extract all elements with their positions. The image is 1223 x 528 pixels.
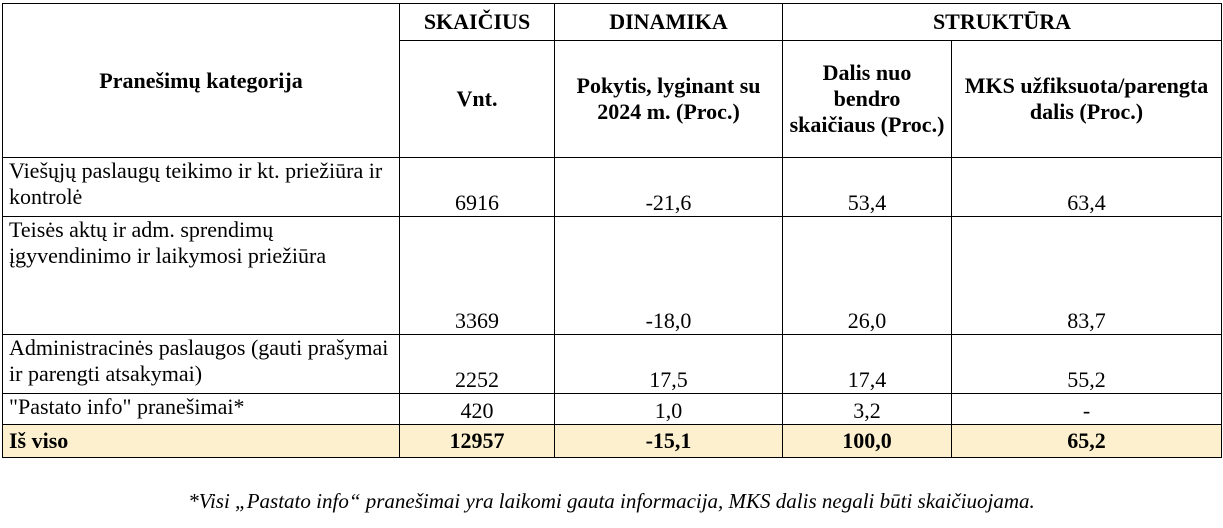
total-label: Iš viso (2, 424, 400, 458)
table-row: Administracinės paslaugos (gauti prašyma… (2, 334, 1223, 394)
row-units: 420 (399, 393, 555, 425)
structure-group-header: STRUKTŪRA (781, 3, 1223, 41)
total-share: 100,0 (782, 424, 952, 458)
row-units: 3369 (399, 216, 555, 335)
units-column-header: Vnt. (399, 40, 555, 158)
row-change: 17,5 (554, 334, 783, 394)
change-column-header: Pokytis, lyginant su 2024 m. (Proc.) (554, 40, 783, 158)
row-category: Viešųjų paslaugų teikimo ir kt. priežiūr… (2, 157, 400, 217)
row-category: "Pastato info" pranešimai* (2, 393, 400, 425)
header-group-row: Pranešimų kategorija SKAIČIUS DINAMIKA S… (2, 3, 1223, 158)
dynamics-group-header: DINAMIKA (554, 3, 783, 41)
row-change: -21,6 (554, 157, 783, 217)
table-row: "Pastato info" pranešimai* 420 1,0 3,2 - (2, 393, 1223, 425)
row-share: 53,4 (782, 157, 952, 217)
row-change: 1,0 (554, 393, 783, 425)
row-change: -18,0 (554, 216, 783, 335)
count-group-header: SKAIČIUS (399, 3, 555, 41)
row-share: 17,4 (782, 334, 952, 394)
row-category: Administracinės paslaugos (gauti prašyma… (2, 334, 400, 394)
report-table: Pranešimų kategorija SKAIČIUS DINAMIKA S… (2, 3, 1223, 458)
row-mks: 63,4 (950, 157, 1223, 217)
row-share: 26,0 (782, 216, 952, 335)
mks-column-header: MKS užfiksuota/parengta dalis (Proc.) (950, 40, 1223, 158)
footnote: *Visi „Pastato info“ pranešimai yra laik… (188, 489, 1035, 513)
table-row: Teisės aktų ir adm. sprendimų įgyvendini… (2, 216, 1223, 335)
row-mks: 55,2 (950, 334, 1223, 394)
table-row: Viešųjų paslaugų teikimo ir kt. priežiūr… (2, 157, 1223, 217)
row-share: 3,2 (782, 393, 952, 425)
total-change: -15,1 (554, 424, 783, 458)
header-column-row: Vnt. Pokytis, lyginant su 2024 m. (Proc.… (3, 40, 1223, 158)
category-column-header: Pranešimų kategorija (2, 3, 400, 158)
row-units: 2252 (399, 334, 555, 394)
share-column-header: Dalis nuo bendro skaičiaus (Proc.) (782, 40, 952, 158)
total-mks: 65,2 (950, 424, 1223, 458)
total-units: 12957 (399, 424, 555, 458)
total-row: Iš viso 12957 -15,1 100,0 65,2 (2, 424, 1223, 458)
row-mks: - (950, 393, 1223, 425)
row-category: Teisės aktų ir adm. sprendimų įgyvendini… (2, 216, 400, 335)
table-header: Pranešimų kategorija SKAIČIUS DINAMIKA S… (2, 3, 1223, 158)
row-units: 6916 (399, 157, 555, 217)
row-mks: 83,7 (950, 216, 1223, 335)
table-body: Viešųjų paslaugų teikimo ir kt. priežiūr… (2, 157, 1223, 458)
